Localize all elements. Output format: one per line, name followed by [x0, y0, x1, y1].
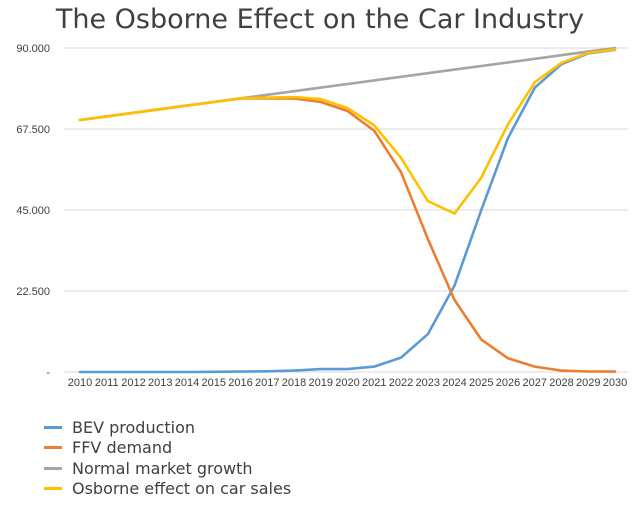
x-tick-label: 2017 [255, 377, 279, 389]
legend-swatch [44, 487, 62, 491]
y-axis-ticks: - 22.500 45.000 67.500 90.000 [16, 43, 50, 379]
legend: BEV production FFV demand Normal market gr… [44, 417, 291, 499]
legend-label: Normal market growth [72, 458, 253, 478]
x-tick-label: 2014 [175, 377, 199, 389]
y-tick-label: - [46, 367, 50, 379]
x-tick-label: 2027 [523, 377, 547, 389]
x-tick-label: 2029 [576, 377, 600, 389]
legend-item: Osborne effect on car sales [44, 479, 291, 500]
chart-title: The Osborne Effect on the Car Industry [55, 4, 585, 35]
x-tick-label: 2026 [496, 377, 520, 389]
gridlines [64, 47, 628, 373]
series-line-ffv-demand [78, 97, 617, 373]
x-tick-label: 2015 [202, 377, 226, 389]
series-lines [78, 46, 617, 374]
x-tick-label: 2021 [362, 377, 386, 389]
legend-item: FFV demand [44, 438, 291, 459]
x-tick-label: 2024 [442, 377, 466, 389]
series-line-bev-production [78, 48, 617, 374]
x-tick-label: 2019 [309, 377, 333, 389]
x-tick-label: 2018 [282, 377, 306, 389]
x-tick-label: 2010 [68, 377, 92, 389]
y-tick-label: 22.500 [16, 286, 50, 298]
x-tick-label: 2022 [389, 377, 413, 389]
legend-item: Normal market growth [44, 458, 291, 479]
legend-label: FFV demand [72, 438, 173, 458]
y-tick-label: 45.000 [16, 205, 50, 217]
x-tick-label: 2012 [121, 377, 145, 389]
x-tick-label: 2016 [228, 377, 252, 389]
y-tick-label: 67.500 [16, 124, 50, 136]
y-tick-label: 90.000 [16, 43, 50, 55]
x-tick-label: 2025 [469, 377, 493, 389]
legend-swatch [44, 425, 62, 429]
legend-label: Osborne effect on car sales [72, 479, 292, 499]
legend-swatch [44, 446, 62, 450]
legend-item: BEV production [44, 417, 291, 438]
x-tick-label: 2013 [148, 377, 172, 389]
x-tick-label: 2028 [549, 377, 573, 389]
x-tick-label: 2011 [95, 377, 119, 389]
legend-swatch [44, 466, 62, 470]
series-line-osborne-effect-on-car-sales [78, 48, 617, 215]
legend-label: BEV production [72, 417, 196, 437]
x-tick-label: 2030 [603, 377, 627, 389]
x-axis-ticks: 2010 2011 2012 2013 2014 2015 2016 2017 2018 2019… [68, 377, 627, 389]
x-tick-label: 2023 [416, 377, 440, 389]
x-tick-label: 2020 [335, 377, 359, 389]
